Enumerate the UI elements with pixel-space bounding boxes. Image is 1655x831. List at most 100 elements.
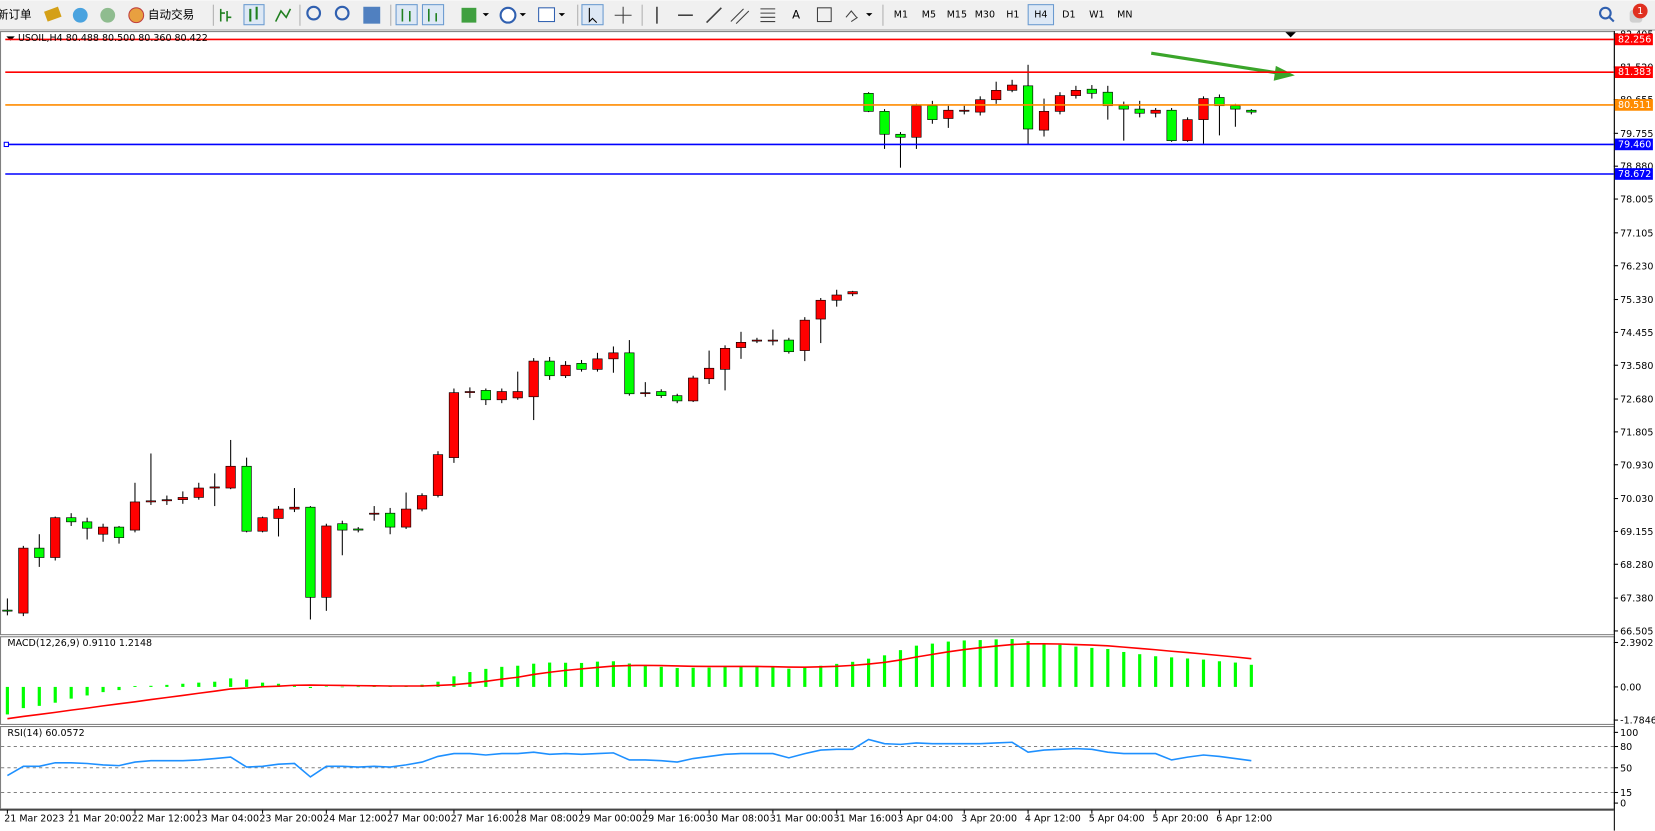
y-tick-label: 68.280 — [1620, 560, 1653, 571]
y-tick-label: 77.105 — [1620, 228, 1653, 239]
candle-body — [1150, 109, 1161, 114]
new-order-button[interactable]: 新订单 — [0, 8, 32, 22]
channel-tool[interactable] — [730, 8, 750, 25]
candle-body — [1246, 109, 1257, 113]
timeframe-button[interactable]: M30 — [975, 10, 995, 21]
gold-icon[interactable] — [44, 6, 62, 22]
market-icon[interactable] — [72, 7, 88, 23]
price-level-label: 78.672 — [1618, 169, 1651, 180]
candle-body — [560, 364, 571, 377]
bar-chart-icon[interactable] — [219, 8, 232, 22]
chart-shift-icon[interactable] — [421, 4, 445, 26]
candle-body — [783, 339, 794, 353]
timeframe-button[interactable]: H4 — [1034, 10, 1047, 21]
y-tick-label: 76.230 — [1620, 261, 1653, 272]
y-tick-label: 50 — [1620, 763, 1632, 774]
candle-body — [1102, 91, 1113, 107]
autoscroll-icon[interactable] — [395, 4, 418, 26]
candle-body — [991, 90, 1002, 101]
timeframe-button[interactable]: M15 — [947, 10, 967, 21]
histogram-bar — [436, 681, 440, 687]
histogram-bar — [994, 639, 998, 687]
candle-body — [640, 392, 651, 395]
candle-body — [416, 495, 428, 510]
price-level-label: 82.256 — [1618, 34, 1651, 45]
candle-body — [688, 377, 699, 402]
histogram-bar — [53, 686, 57, 703]
x-tick-label: 24 Mar 12:00 — [323, 813, 386, 824]
signals-icon[interactable] — [100, 7, 116, 23]
auto-trade-button[interactable]: 自动交易 — [148, 8, 194, 22]
x-tick-label: 5 Apr 04:00 — [1089, 813, 1145, 824]
crosshair-tool[interactable] — [614, 6, 632, 24]
histogram-bar — [276, 683, 281, 687]
dropdown-arrows[interactable] — [482, 13, 873, 17]
periods-icon[interactable] — [499, 6, 517, 24]
zoom-in-icon[interactable] — [306, 5, 322, 21]
timeframe-button[interactable]: M5 — [922, 10, 936, 21]
histogram-bar — [37, 686, 41, 706]
histogram-bar — [1170, 657, 1174, 687]
x-tick-label: 21 Mar 20:00 — [68, 813, 131, 824]
text-tool[interactable]: A — [792, 8, 800, 22]
y-tick-label: 70.030 — [1620, 494, 1653, 505]
arrow-head — [1273, 65, 1295, 81]
histogram-bar — [835, 663, 839, 687]
candle-body — [1134, 108, 1145, 114]
timeframe-button[interactable]: W1 — [1089, 10, 1104, 21]
y-tick-label: 73.580 — [1620, 361, 1653, 372]
y-tick-label: 0.00 — [1620, 682, 1641, 693]
selection-handle — [3, 141, 9, 148]
trendline-tool[interactable] — [706, 7, 722, 24]
active-timeframe-bg — [1027, 4, 1055, 26]
histogram-bar — [101, 686, 105, 693]
pane-title: MACD(12,26,9) 0.9110 1.2148 — [7, 638, 152, 649]
cursor-tool[interactable] — [581, 4, 604, 26]
y-tick-label: 79.755 — [1620, 129, 1653, 140]
x-tick-label: 23 Mar 20:00 — [259, 813, 322, 824]
timeframe-button[interactable]: MN — [1117, 10, 1132, 21]
histogram-bar — [260, 682, 265, 687]
candle-body — [1022, 85, 1034, 130]
fibo-tool[interactable] — [760, 8, 776, 23]
x-tick-label: 3 Apr 20:00 — [961, 813, 1017, 824]
label-tool[interactable] — [816, 7, 832, 23]
candle-body — [448, 392, 460, 458]
candle-body — [1118, 105, 1129, 110]
alert-badge[interactable] — [1632, 3, 1648, 19]
candle-body — [369, 512, 380, 515]
timeframe-button[interactable]: H1 — [1006, 10, 1019, 21]
histogram-bar — [771, 667, 775, 687]
templates-icon[interactable] — [538, 7, 556, 23]
indicators-icon[interactable] — [461, 7, 477, 23]
price-level-tag — [1614, 66, 1653, 78]
timeframe-button[interactable]: D1 — [1062, 10, 1075, 21]
candle-body — [719, 348, 731, 370]
arrows-tool[interactable] — [845, 10, 858, 22]
candle-body — [385, 512, 396, 528]
histogram-bar — [1122, 651, 1126, 687]
price-level-label: 81.383 — [1618, 67, 1651, 78]
timeframe-button[interactable]: M1 — [894, 10, 908, 21]
candle-body — [496, 391, 507, 401]
histogram-bar — [898, 650, 903, 687]
zoom-out-icon[interactable] — [334, 5, 350, 21]
price-level-label: 79.460 — [1618, 139, 1651, 150]
y-tick-label: 74.455 — [1620, 328, 1653, 339]
search-icon[interactable] — [1599, 6, 1612, 20]
auto-trade-icon[interactable] — [128, 7, 145, 24]
candle-body — [82, 521, 93, 529]
tile-icon[interactable] — [363, 6, 381, 24]
histogram-bar — [787, 668, 791, 687]
candle-chart-icon[interactable] — [243, 4, 265, 26]
y-tick-label: 67.380 — [1620, 594, 1653, 605]
candle-body — [353, 528, 364, 531]
search-handle — [1608, 16, 1615, 23]
histogram-bar — [946, 641, 950, 687]
candle-body — [879, 111, 890, 135]
candle-body — [831, 294, 842, 301]
x-tick-label: 30 Mar 08:00 — [706, 813, 769, 824]
histogram-bar — [659, 666, 663, 687]
line-chart-icon[interactable] — [274, 8, 292, 22]
